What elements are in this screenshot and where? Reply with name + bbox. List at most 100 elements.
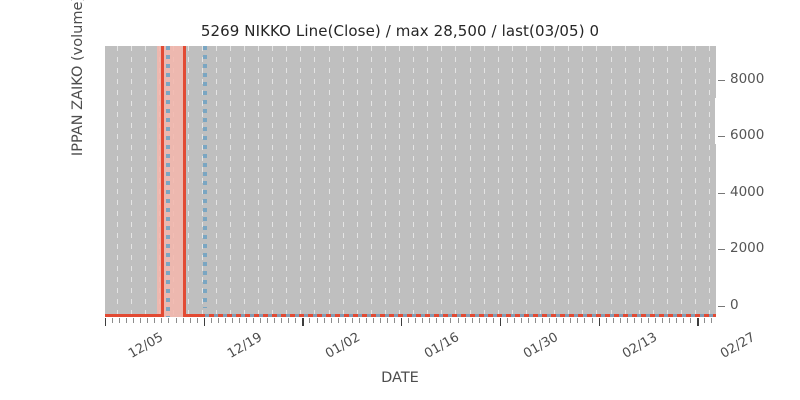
x-tick-minor — [443, 318, 445, 323]
sma5-fall-segment — [203, 46, 207, 308]
x-tick-minor — [323, 318, 325, 323]
x-tick-label: 02/13 — [619, 330, 660, 362]
x-tick-minor — [619, 318, 621, 323]
x-tick-minor — [112, 318, 113, 323]
x-tick-minor — [274, 318, 276, 323]
x-tick-minor — [267, 318, 269, 323]
x-tick-label: 12/19 — [224, 330, 265, 362]
grid-line — [709, 46, 711, 317]
grid-line — [455, 46, 457, 317]
chart-legend: ZAIKO SMA5 — [715, 98, 716, 144]
x-tick-label: 01/16 — [422, 330, 463, 362]
x-tick-minor — [676, 318, 677, 323]
y-tick-label: 4000 — [730, 183, 765, 200]
x-tick-minor — [408, 318, 410, 323]
y-tick-label: 8000 — [730, 70, 765, 87]
x-tick-minor — [288, 318, 290, 323]
x-tick-minor — [535, 318, 536, 323]
x-tick-minor — [217, 318, 219, 323]
x-tick-major — [401, 318, 403, 326]
grid-line — [427, 46, 429, 317]
x-tick-minor — [549, 318, 551, 323]
x-tick-minor — [464, 318, 466, 323]
x-tick-minor — [626, 318, 628, 323]
sma5-baseline — [205, 314, 716, 317]
x-tick-minor — [372, 318, 374, 323]
x-tick-minor — [556, 318, 558, 323]
y-tick-mark — [718, 136, 725, 138]
grid-line — [328, 46, 330, 317]
y-tick-mark — [718, 79, 725, 81]
x-tick-minor — [140, 318, 142, 323]
grid-line — [286, 46, 288, 317]
x-tick-minor — [337, 318, 339, 323]
grid-line — [258, 46, 259, 317]
x-tick-minor — [133, 318, 135, 323]
grid-line — [356, 46, 358, 317]
grid-line — [568, 46, 570, 317]
x-tick-minor — [210, 318, 212, 323]
grid-line — [145, 46, 147, 317]
x-tick-minor — [168, 318, 170, 323]
grid-line — [596, 46, 598, 317]
x-tick-minor — [253, 318, 254, 323]
grid-line — [370, 46, 372, 317]
grid-line — [469, 46, 471, 317]
y-tick-label: 6000 — [730, 127, 765, 144]
grid-line — [384, 46, 386, 317]
x-tick-minor — [119, 318, 121, 323]
x-tick-minor — [584, 318, 586, 323]
grid-line — [131, 46, 133, 317]
x-tick-major — [203, 318, 206, 326]
x-tick-label: 12/05 — [126, 330, 166, 362]
x-tick-minor — [281, 318, 283, 323]
x-tick-minor — [246, 318, 247, 323]
y-tick-label: 0 — [730, 296, 739, 313]
legend-item-sma5[interactable]: SMA5 — [715, 121, 716, 144]
x-tick-minor — [387, 318, 388, 323]
grid-line — [117, 46, 118, 317]
x-tick-minor — [175, 318, 177, 323]
x-tick-minor — [528, 318, 529, 323]
grid-line — [314, 46, 316, 317]
sma5-rise-segment — [166, 46, 170, 317]
x-tick-minor — [704, 318, 706, 323]
legend-item-zaiko[interactable]: ZAIKO — [715, 98, 716, 121]
x-tick-minor — [591, 318, 593, 323]
grid-line — [652, 46, 654, 317]
x-axis-title: DATE — [381, 370, 419, 386]
grid-line — [300, 46, 302, 317]
x-tick-label: 02/27 — [718, 330, 759, 362]
y-tick-mark — [718, 249, 725, 251]
x-tick-minor — [295, 318, 297, 323]
x-tick-minor — [316, 318, 318, 323]
grid-line — [525, 46, 527, 317]
zaiko-baseline-left — [105, 314, 163, 317]
x-tick-minor — [633, 318, 635, 323]
x-tick-minor — [415, 318, 417, 323]
x-tick-minor — [457, 318, 459, 323]
plot-area: ZAIKO SMA5 — [105, 46, 716, 317]
x-tick-major — [302, 318, 304, 326]
grid-line — [413, 46, 415, 317]
x-tick-minor — [577, 318, 579, 323]
x-tick-major — [499, 318, 502, 326]
x-tick-minor — [612, 318, 614, 323]
grid-line — [582, 46, 584, 317]
x-tick-minor — [436, 318, 438, 323]
grid-line — [272, 46, 274, 317]
x-tick-minor — [640, 318, 642, 323]
grid-line — [399, 46, 400, 317]
y-tick-mark — [718, 192, 725, 194]
x-tick-minor — [147, 318, 149, 323]
x-tick-minor — [711, 318, 713, 323]
x-tick-label: 01/30 — [520, 330, 561, 362]
x-tick-minor — [161, 318, 163, 323]
zaiko-spike-fall — [183, 46, 186, 317]
grid-line — [215, 46, 217, 317]
x-tick-minor — [506, 318, 508, 323]
x-tick-minor — [471, 318, 473, 323]
x-tick-minor — [154, 318, 156, 323]
x-tick-minor — [224, 318, 226, 323]
